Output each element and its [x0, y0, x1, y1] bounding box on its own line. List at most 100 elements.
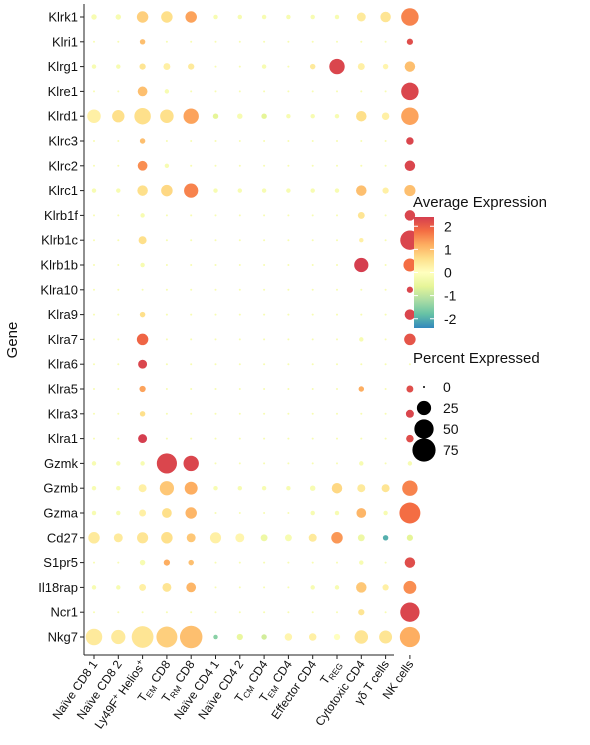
dot-gzmb-8 — [286, 485, 291, 491]
dot-gzmk-8 — [287, 462, 290, 465]
dot-klrk1-13 — [401, 8, 419, 26]
dot-klri1-8 — [287, 40, 290, 43]
dot-klra1-3 — [165, 437, 168, 440]
dot-klra3-7 — [263, 412, 266, 415]
dot-klra5-12 — [384, 388, 387, 390]
dot-klrb1f-0 — [93, 214, 95, 217]
dot-gzmb-0 — [91, 485, 97, 491]
dot-klrb1f-2 — [140, 213, 145, 218]
dot-klre1-8 — [287, 90, 290, 93]
dot-klrb1f-13 — [404, 210, 416, 221]
dot-klrc3-4 — [190, 140, 193, 142]
dot-klrc1-13 — [404, 185, 416, 197]
dot-ncr1-2 — [141, 611, 144, 614]
dot-klra3-4 — [190, 412, 193, 415]
dot-klrc3-1 — [117, 140, 120, 142]
dot-gzma-12 — [383, 510, 388, 516]
dot-gzmb-1 — [116, 485, 121, 491]
dot-nkg7-3 — [156, 626, 178, 648]
size-legend: Percent Expressed 0 25 50 75 — [412, 350, 540, 462]
dot-s1pr5-12 — [384, 561, 387, 564]
dot-klrc3-12 — [384, 140, 387, 142]
dot-gzma-6 — [238, 512, 241, 514]
dot-ncr1-7 — [263, 611, 266, 614]
dot-gzmk-7 — [263, 462, 266, 465]
dot-klrc1-7 — [261, 188, 267, 193]
dot-nkg7-7 — [261, 634, 267, 640]
dot-cd27-1 — [113, 533, 123, 543]
gene-label-klrb1b: Klrb1b — [40, 258, 78, 273]
dot-klrk1-11 — [356, 12, 366, 22]
dot-klrb1c-0 — [93, 239, 95, 242]
dot-klra3-11 — [360, 412, 363, 415]
dot-klrc1-8 — [286, 188, 291, 193]
dot-klrc1-2 — [137, 185, 148, 196]
dot-klra5-8 — [287, 388, 290, 390]
dot-klrb1b-0 — [93, 264, 95, 266]
dot-klrb1c-5 — [214, 239, 217, 242]
dot-klra7-10 — [336, 338, 338, 341]
dot-klrc2-7 — [263, 164, 266, 167]
dot-gzmb-11 — [357, 484, 366, 493]
dot-klre1-13 — [401, 82, 419, 101]
dot-gzmb-6 — [237, 485, 243, 491]
dot-gzmk-11 — [359, 461, 364, 466]
dot-klra1-5 — [214, 437, 217, 440]
dot-ncr1-4 — [190, 611, 193, 614]
dot-klrb1c-9 — [311, 239, 314, 242]
dot-il18rap-10 — [334, 585, 340, 590]
dot-klrb1f-12 — [384, 214, 387, 217]
dot-klrd1-1 — [112, 110, 125, 123]
dot-klrc2-4 — [190, 164, 193, 167]
dot-klrb1b-9 — [311, 264, 314, 266]
dot-s1pr5-4 — [188, 559, 194, 566]
dot-gzmb-13 — [402, 480, 418, 496]
gene-label-s1pr5: S1pr5 — [43, 555, 78, 570]
dot-klra5-10 — [336, 388, 338, 390]
dot-cd27-0 — [88, 532, 100, 544]
dot-klrc1-5 — [213, 188, 218, 193]
dot-klre1-9 — [311, 90, 314, 93]
dot-nkg7-2 — [131, 626, 154, 648]
dot-klrd1-5 — [212, 113, 219, 119]
dot-klrb1c-4 — [190, 239, 193, 242]
dot-klrg1-5 — [214, 65, 217, 68]
dot-klra5-4 — [190, 388, 193, 390]
dot-klre1-6 — [238, 90, 241, 93]
dot-il18rap-9 — [310, 585, 315, 590]
dot-klra1-8 — [287, 437, 290, 440]
dot-cd27-7 — [260, 534, 268, 542]
dot-cd27-2 — [137, 532, 149, 544]
dot-ncr1-11 — [358, 609, 365, 616]
dot-cd27-11 — [357, 534, 365, 542]
dot-klrk1-4 — [185, 11, 197, 23]
gene-label-klre1: Klre1 — [48, 84, 78, 99]
dot-klrc3-5 — [214, 140, 217, 142]
dot-klra6-10 — [336, 363, 338, 366]
dot-klri1-9 — [311, 40, 314, 43]
dot-klre1-10 — [336, 90, 338, 93]
gene-label-klrc1: Klrc1 — [48, 183, 78, 198]
dot-klrc3-0 — [93, 140, 95, 142]
dot-klri1-1 — [117, 40, 120, 43]
dot-s1pr5-2 — [139, 559, 146, 566]
dot-cd27-12 — [382, 535, 389, 541]
dot-klrg1-9 — [309, 63, 316, 70]
dot-klrg1-1 — [116, 64, 121, 69]
dot-klrc3-9 — [311, 140, 314, 142]
dot-klrb1c-1 — [117, 239, 120, 242]
dot-klrk1-7 — [261, 14, 267, 20]
dot-klra9-7 — [263, 313, 266, 316]
dot-klra7-3 — [165, 338, 168, 341]
dot-cd27-10 — [331, 532, 343, 544]
dot-ncr1-8 — [287, 611, 290, 614]
dot-klre1-7 — [263, 90, 266, 93]
dot-klra3-8 — [287, 412, 290, 415]
dot-klrk1-12 — [380, 11, 391, 23]
size-legend-dot — [414, 419, 434, 439]
dot-klra10-12 — [384, 288, 387, 291]
dot-klra3-0 — [93, 412, 95, 415]
dot-klrc3-6 — [238, 140, 241, 142]
dot-klra7-2 — [136, 333, 149, 346]
dot-klra6-6 — [238, 363, 241, 366]
